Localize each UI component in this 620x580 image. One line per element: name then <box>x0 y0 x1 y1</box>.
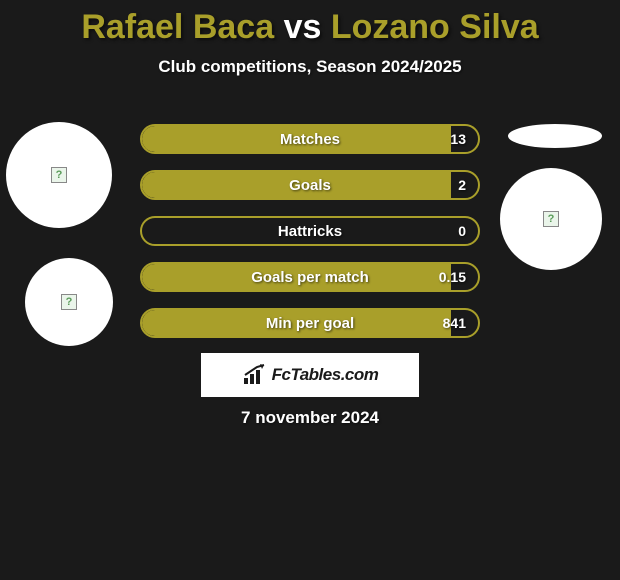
footer-date: 7 november 2024 <box>0 408 620 428</box>
stat-label: Hattricks <box>142 218 478 244</box>
stat-value: 0 <box>458 218 466 244</box>
stat-row: Min per goal841 <box>140 308 480 338</box>
stat-row: Goals per match0.15 <box>140 262 480 292</box>
player2-ellipse: ? <box>508 124 602 148</box>
broken-image-icon: ? <box>61 294 77 310</box>
player1-avatar-large: ? <box>6 122 112 228</box>
stat-label: Matches <box>142 126 478 152</box>
player1-avatar-small: ? <box>25 258 113 346</box>
player1-name: Rafael Baca <box>81 8 274 46</box>
stat-row: Goals2 <box>140 170 480 200</box>
stat-label: Goals per match <box>142 264 478 290</box>
stat-value: 13 <box>450 126 466 152</box>
stat-value: 841 <box>443 310 466 336</box>
vs-separator: vs <box>284 8 322 46</box>
page-title: Rafael Baca vs Lozano Silva <box>0 0 620 47</box>
player2-name: Lozano Silva <box>331 8 539 46</box>
stats-container: Matches13 Goals2 Hattricks0 Goals per match… <box>140 124 480 354</box>
brand-badge: FcTables.com <box>201 353 419 397</box>
stat-value: 0.15 <box>439 264 466 290</box>
stat-row: Hattricks0 <box>140 216 480 246</box>
player2-avatar: ? <box>500 168 602 270</box>
broken-image-icon: ? <box>543 211 559 227</box>
brand-chart-icon <box>242 364 268 386</box>
stat-label: Goals <box>142 172 478 198</box>
stat-value: 2 <box>458 172 466 198</box>
subtitle: Club competitions, Season 2024/2025 <box>0 57 620 77</box>
stat-row: Matches13 <box>140 124 480 154</box>
brand-text: FcTables.com <box>272 365 379 385</box>
stat-label: Min per goal <box>142 310 478 336</box>
broken-image-icon: ? <box>51 167 67 183</box>
